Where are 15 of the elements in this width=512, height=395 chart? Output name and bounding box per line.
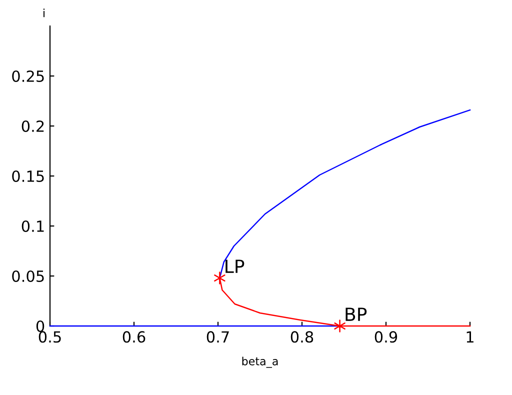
y-tick-label: 0.05 [12, 270, 44, 282]
y-tick-label: 0.2 [22, 120, 44, 132]
annotation: BP [346, 308, 367, 321]
x-tick-label: 0.5 [38, 331, 61, 343]
x-tick-label: 1 [466, 331, 474, 342]
x-tick-label: 0.6 [122, 331, 146, 343]
annotation: LP [226, 260, 244, 273]
x-tick-label: 0.8 [290, 331, 314, 343]
x-tick-label: 0.7 [206, 331, 229, 343]
y-tick-label: 0.1 [22, 220, 44, 232]
y-tick-label: 0.15 [12, 170, 44, 182]
y-tick-label: 0 [36, 320, 44, 332]
y-tick-label: 0.25 [12, 70, 44, 82]
x-tick-label: 0.9 [374, 331, 398, 343]
x-axis-title: beta_a [242, 356, 278, 368]
